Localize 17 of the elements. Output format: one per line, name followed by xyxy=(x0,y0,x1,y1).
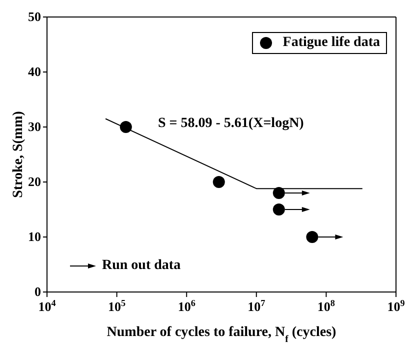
x-tick-label: 10$^{4}$ xyxy=(38,298,56,314)
annotation: Run out data xyxy=(102,258,181,274)
legend-label: Fatigue life data xyxy=(282,35,380,51)
y-tick-label: 20 xyxy=(28,174,41,189)
y-tick-label: 40 xyxy=(28,64,41,79)
y-tick-label: 10 xyxy=(28,229,41,244)
x-tick-label: 10$^{5}$ xyxy=(108,298,126,314)
y-tick-label: 30 xyxy=(28,119,41,134)
x-tick-label: 10$^{9}$ xyxy=(387,298,406,314)
x-tick-label: 10$^{7}$ xyxy=(248,298,266,314)
x-tick-label: 10$^{6}$ xyxy=(178,298,196,314)
y-tick-label: 50 xyxy=(28,9,41,24)
x-axis-title: Number of cycles to failure, N$_{f}$ (cycles) xyxy=(106,325,337,344)
x-tick-label: 10$^{8}$ xyxy=(317,298,336,314)
y-tick-label: 0 xyxy=(34,284,41,299)
series-label: S = 58.09 - 5.61(X=logN) xyxy=(158,116,304,132)
y-axis-title: Stroke, S(mm) xyxy=(11,110,26,198)
